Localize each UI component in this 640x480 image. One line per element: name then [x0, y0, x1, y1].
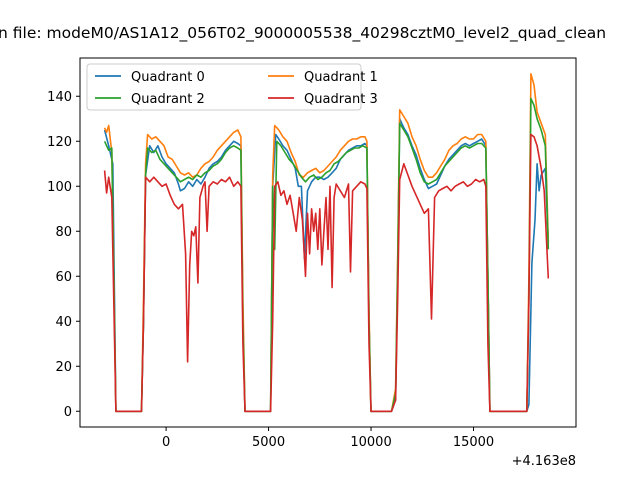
x-tick-label: 10000: [350, 435, 391, 450]
series-line-quadrant-1: [103, 73, 550, 413]
legend-label-quadrant-1: Quadrant 1: [304, 70, 378, 85]
legend-label-quadrant-3: Quadrant 3: [304, 92, 378, 107]
series-line-quadrant-2: [103, 97, 550, 413]
y-tick-label: 80: [55, 225, 72, 240]
series-line-quadrant-0: [103, 118, 550, 413]
y-tick-label: 40: [55, 315, 72, 330]
legend-label-quadrant-2: Quadrant 2: [131, 92, 205, 107]
series-layer: [103, 73, 550, 413]
y-axis: 0 20 40 60 80 100 120 140: [47, 90, 80, 420]
series-line-quadrant-3: [103, 133, 550, 413]
y-tick-label: 20: [55, 360, 72, 375]
y-tick-label: 120: [47, 135, 72, 150]
legend-label-quadrant-0: Quadrant 0: [131, 70, 205, 85]
x-axis: 0 5000 10000 15000: [162, 427, 494, 450]
legend: Quadrant 0 Quadrant 1 Quadrant 2 Quadrant 3: [86, 63, 378, 111]
plot-area: [79, 57, 577, 428]
chart-title: n file: modeM0/AS1A12_056T02_9000005538_…: [0, 24, 606, 43]
x-tick-label: 0: [162, 435, 170, 450]
x-tick-label: 15000: [453, 435, 494, 450]
y-tick-label: 0: [64, 405, 72, 420]
axes-frame: [79, 57, 577, 428]
x-tick-label: 5000: [252, 435, 285, 450]
y-tick-label: 100: [47, 180, 72, 195]
y-tick-label: 140: [47, 90, 72, 105]
legend-items: Quadrant 0 Quadrant 1 Quadrant 2 Quadrant 3: [95, 70, 378, 107]
y-tick-label: 60: [55, 270, 72, 285]
x-axis-offset-label: +4.163e8: [512, 454, 576, 469]
